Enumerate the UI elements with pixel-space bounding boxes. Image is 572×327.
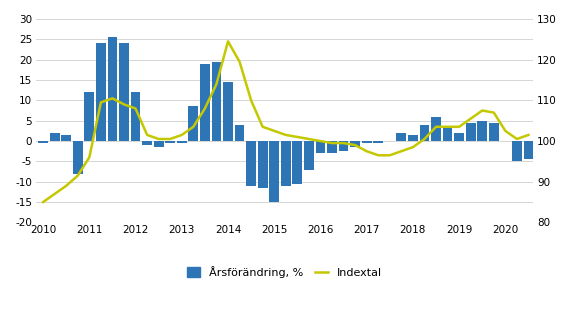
Bar <box>130 92 140 141</box>
Bar <box>73 141 82 174</box>
Bar <box>85 92 94 141</box>
Bar <box>61 135 71 141</box>
Bar <box>362 141 372 143</box>
Bar <box>431 117 441 141</box>
Bar <box>235 125 244 141</box>
Bar <box>108 37 117 141</box>
Bar <box>466 123 475 141</box>
Bar <box>96 43 106 141</box>
Bar <box>316 141 325 153</box>
Bar <box>223 82 233 141</box>
Bar <box>200 64 210 141</box>
Bar <box>304 141 314 169</box>
Bar <box>269 141 279 202</box>
Bar <box>258 141 268 188</box>
Bar <box>478 121 487 141</box>
Bar <box>212 62 221 141</box>
Bar <box>247 141 256 186</box>
Bar <box>142 141 152 145</box>
Bar <box>512 141 522 162</box>
Bar <box>420 125 430 141</box>
Bar <box>489 123 499 141</box>
Bar <box>408 135 418 141</box>
Bar <box>50 133 59 141</box>
Legend: Årsförändring, %, Indextal: Årsförändring, %, Indextal <box>187 266 382 278</box>
Bar <box>292 141 302 184</box>
Bar <box>339 141 348 151</box>
Bar <box>177 141 186 143</box>
Bar <box>119 43 129 141</box>
Bar <box>327 141 337 153</box>
Bar <box>374 141 383 143</box>
Bar <box>189 107 198 141</box>
Bar <box>350 141 360 147</box>
Bar <box>454 133 464 141</box>
Bar <box>281 141 291 186</box>
Bar <box>38 141 48 143</box>
Bar <box>154 141 164 147</box>
Bar <box>165 141 175 143</box>
Bar <box>396 133 406 141</box>
Bar <box>443 127 452 141</box>
Bar <box>523 141 533 159</box>
